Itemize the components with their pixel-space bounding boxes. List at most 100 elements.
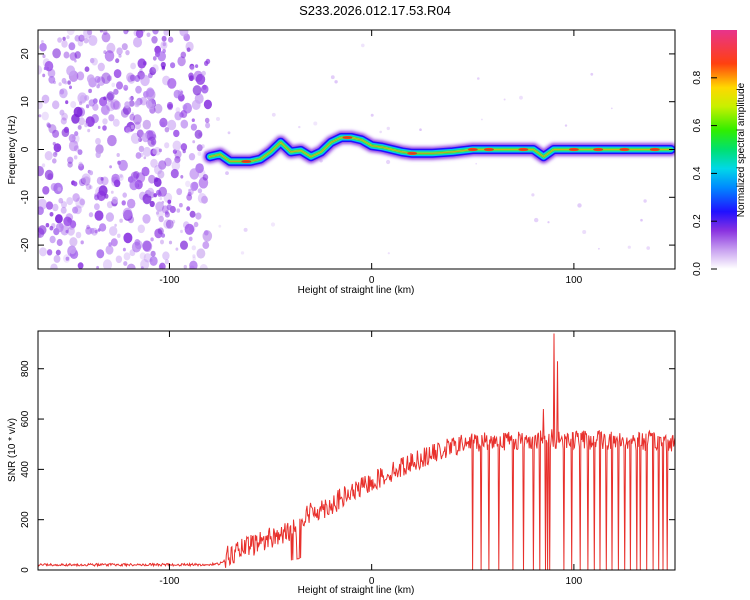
noise-blob — [74, 131, 79, 137]
snr-y-tick-label: 200 — [20, 511, 31, 528]
noise-blob — [108, 114, 115, 122]
noise-blob — [152, 30, 159, 35]
noise-blob — [151, 36, 158, 44]
noise-blob — [139, 252, 146, 260]
noise-blob — [65, 213, 74, 222]
noise-blob — [96, 84, 100, 89]
noise-speckle — [640, 218, 643, 222]
noise-blob — [155, 211, 160, 215]
noise-blob — [156, 209, 164, 219]
noise-blob — [52, 48, 61, 59]
noise-blob — [73, 145, 80, 152]
noise-blob — [91, 57, 98, 66]
snr-y-label: SNR (10 * v/v) — [7, 418, 18, 482]
noise-blob — [56, 238, 63, 247]
noise-blob — [63, 51, 70, 59]
noise-blob — [196, 144, 203, 152]
noise-blob — [180, 175, 184, 179]
noise-blob — [203, 99, 212, 110]
noise-blob — [167, 119, 177, 131]
noise-blob — [191, 118, 195, 122]
noise-blob — [188, 188, 191, 192]
noise-blob — [52, 158, 57, 164]
noise-blob — [102, 118, 108, 125]
noise-blob — [110, 99, 120, 110]
noise-speckle — [334, 80, 338, 84]
noise-blob — [150, 158, 158, 168]
snr-y-tick-label: 600 — [20, 410, 31, 427]
noise-blob — [137, 224, 145, 234]
noise-blob — [168, 240, 173, 245]
noise-blob — [201, 144, 205, 149]
noise-blob — [38, 226, 43, 235]
noise-blob — [173, 129, 180, 138]
noise-blob — [152, 148, 158, 155]
noise-blob — [202, 174, 209, 181]
noise-blob — [87, 30, 93, 36]
noise-blob — [53, 254, 61, 263]
noise-blob — [164, 211, 170, 218]
noise-blob — [197, 193, 207, 204]
noise-blob — [66, 35, 70, 40]
noise-blob — [52, 129, 60, 138]
noise-blob — [123, 261, 128, 266]
noise-speckle — [547, 221, 550, 224]
noise-blob — [204, 117, 210, 124]
noise-blob — [205, 122, 211, 129]
noise-blob — [92, 98, 98, 104]
noise-blob — [44, 60, 54, 72]
noise-blob — [73, 181, 78, 187]
noise-blob — [106, 75, 113, 82]
snr-panel: -100 0 100 0 200 400 600 800 Height of straigh… — [7, 330, 676, 596]
noise-speckle — [477, 77, 480, 80]
noise-blob — [136, 129, 144, 138]
noise-speckle — [313, 121, 318, 126]
noise-blob — [191, 99, 201, 110]
noise-blob — [124, 101, 131, 109]
noise-blob — [72, 206, 79, 214]
noise-blob — [95, 137, 101, 145]
snr-series — [38, 333, 675, 570]
spectrogram-y-tick-label: 10 — [20, 96, 31, 108]
noise-blob — [138, 145, 145, 153]
noise-blob — [113, 179, 121, 188]
colorbar-ticks: 0.0 0.2 0.4 0.6 0.8 — [692, 70, 717, 276]
noise-blob — [205, 58, 211, 65]
colorbar-tick-label: 0.8 — [692, 70, 703, 84]
noise-blob — [46, 122, 51, 128]
noise-blob — [70, 101, 77, 108]
noise-blob — [94, 210, 104, 221]
noise-blob — [94, 193, 97, 197]
noise-blob — [149, 67, 157, 76]
noise-blob — [195, 73, 206, 85]
noise-blob — [167, 78, 177, 89]
noise-blob — [187, 191, 192, 197]
noise-blob — [123, 252, 131, 261]
noise-blob — [109, 165, 112, 169]
noise-blob — [186, 206, 191, 211]
noise-blob — [115, 58, 120, 64]
noise-blob — [151, 140, 155, 145]
noise-blob — [61, 201, 67, 209]
noise-blob — [116, 153, 120, 157]
noise-blob — [161, 233, 166, 238]
noise-blob — [143, 156, 147, 160]
noise-blob — [118, 159, 128, 171]
noise-blob — [52, 100, 60, 110]
noise-region — [38, 30, 650, 269]
noise-blob — [57, 37, 62, 43]
noise-blob — [129, 179, 139, 191]
noise-speckle — [577, 203, 582, 208]
noise-blob — [47, 173, 54, 181]
noise-blob — [106, 91, 115, 101]
snr-y-axis: 0 200 400 600 800 — [20, 360, 675, 573]
noise-blob — [69, 220, 77, 228]
noise-blob — [106, 42, 116, 54]
noise-speckle — [627, 245, 631, 249]
noise-blob — [88, 170, 94, 176]
noise-blob — [119, 218, 123, 223]
noise-blob — [96, 249, 105, 259]
noise-speckle — [361, 43, 365, 48]
spectrogram-y-tick-label: -10 — [20, 190, 31, 205]
noise-blob — [142, 146, 152, 157]
